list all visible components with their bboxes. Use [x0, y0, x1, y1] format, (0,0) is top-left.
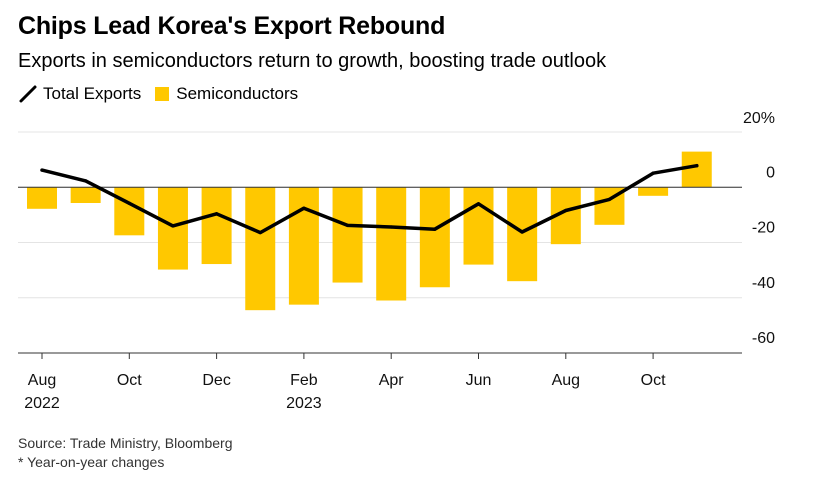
bar	[245, 187, 276, 311]
legend: Total Exports Semiconductors	[18, 83, 312, 105]
x-tick-label: Dec	[202, 372, 230, 389]
bar	[70, 187, 101, 203]
legend-item-total-exports: Total Exports	[18, 84, 141, 104]
bar	[157, 187, 188, 270]
bar	[332, 187, 363, 283]
line-point	[302, 206, 306, 210]
x-tick-label: Apr	[379, 372, 405, 389]
line-point	[389, 225, 393, 229]
line-point	[476, 202, 481, 206]
footer: Source: Trade Ministry, Bloomberg * Year…	[18, 434, 233, 472]
line-point	[607, 197, 612, 202]
line-point	[564, 208, 568, 213]
total-exports-line	[40, 163, 699, 235]
line-point	[215, 212, 219, 216]
chart-subtitle: Exports in semiconductors return to grow…	[18, 50, 607, 72]
bar	[27, 187, 57, 209]
source-note: Source: Trade Ministry, Bloomberg	[18, 435, 233, 451]
legend-label-total-exports: Total Exports	[43, 84, 142, 103]
bar	[638, 187, 669, 196]
line-point	[258, 230, 262, 235]
x-tick-label: Aug	[28, 372, 56, 389]
bar-swatch-icon	[155, 87, 170, 101]
line-point	[84, 179, 88, 183]
x-tick-label: Jun	[466, 372, 492, 389]
y-tick-label: 20%	[743, 110, 775, 127]
line-point	[695, 164, 699, 168]
bar	[376, 187, 407, 301]
x-tick-year-label: 2022	[24, 395, 60, 412]
line-swatch-icon	[19, 85, 37, 103]
x-tick-year-label: 2023	[286, 395, 322, 412]
bar	[288, 187, 319, 305]
y-tick-label: -40	[752, 275, 775, 292]
line-point	[127, 201, 131, 205]
footnote: * Year-on-year changes	[18, 454, 165, 470]
y-tick-label: -20	[752, 220, 775, 237]
bar	[681, 151, 712, 188]
bar	[114, 187, 145, 236]
x-tick-label: Aug	[552, 372, 580, 389]
legend-item-semiconductors: Semiconductors	[155, 84, 298, 104]
chart-title: Chips Lead Korea's Export Rebound	[18, 12, 446, 40]
line-point	[40, 168, 44, 172]
line-point	[171, 224, 175, 228]
x-tick-label: Feb	[290, 372, 318, 389]
line-point	[433, 227, 437, 231]
legend-label-semiconductors: Semiconductors	[176, 84, 299, 103]
x-tick-label: Oct	[117, 372, 142, 389]
x-tick-label: Oct	[641, 372, 666, 389]
line-point	[345, 223, 350, 227]
bar	[419, 187, 450, 288]
y-tick-label: -60	[752, 330, 775, 347]
bar	[463, 187, 494, 265]
line-point	[651, 171, 655, 175]
y-tick-label: 0	[766, 164, 775, 181]
bar	[201, 187, 232, 265]
line-point	[520, 230, 524, 234]
bar	[507, 187, 538, 282]
